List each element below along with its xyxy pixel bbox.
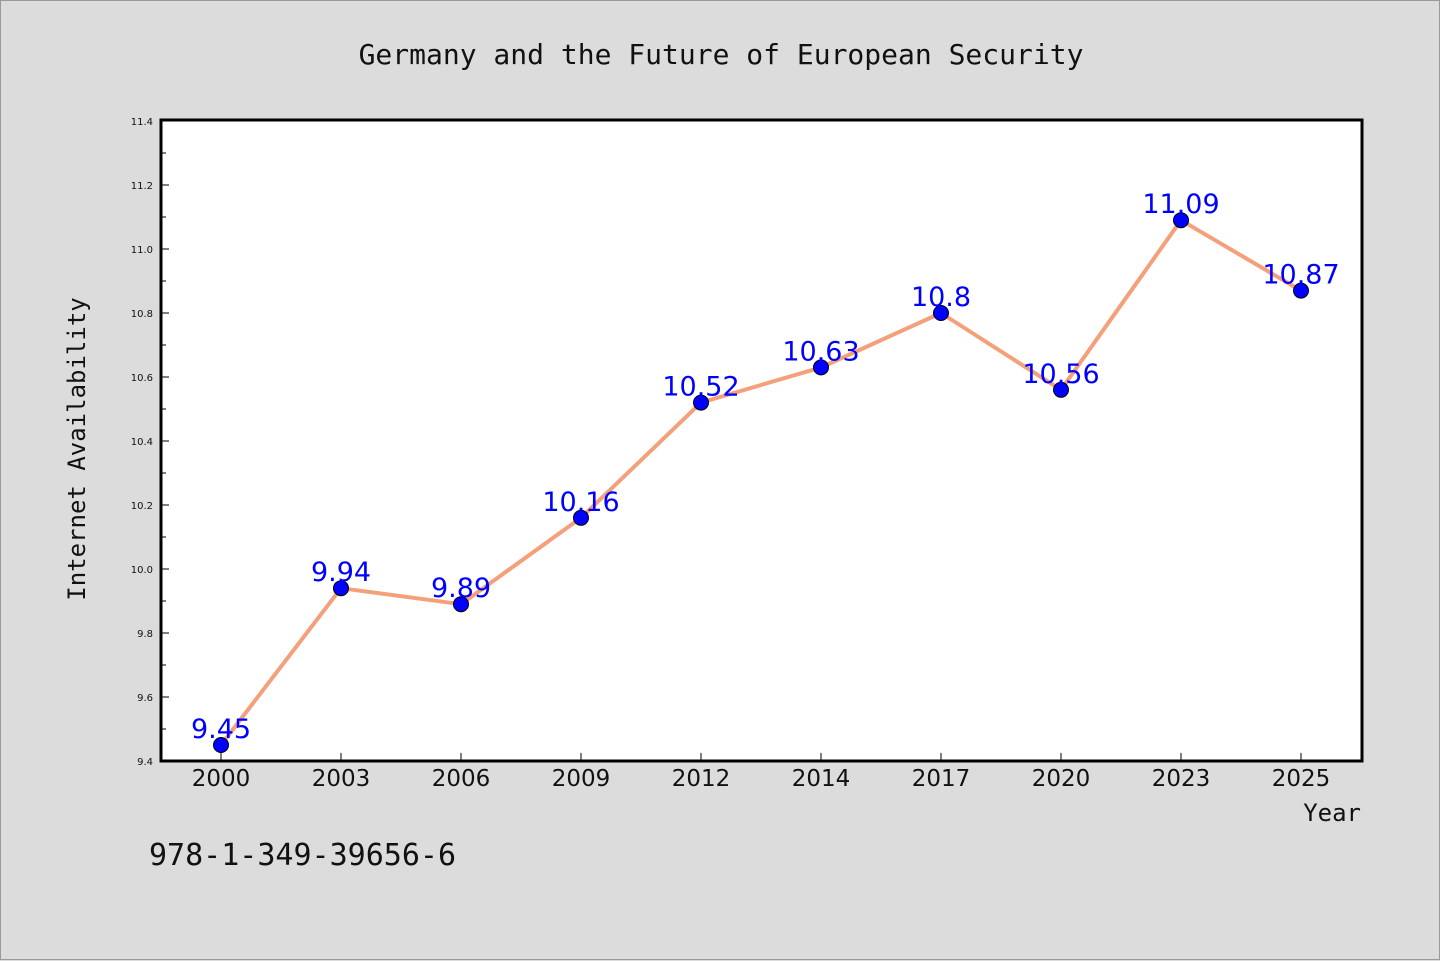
plot-area: [159, 118, 1364, 763]
data-label: 11.09: [1142, 189, 1219, 220]
data-label: 9.94: [311, 557, 371, 588]
data-point: [933, 305, 949, 321]
isbn-code: 978-1-349-39656-6: [149, 838, 456, 873]
series-line: [219, 218, 1303, 747]
data-point: [1293, 282, 1309, 299]
data-label: 10.52: [662, 372, 739, 403]
x-axis-label: Year: [1303, 799, 1361, 827]
data-label: 9.89: [431, 573, 491, 604]
data-point: [813, 359, 829, 376]
y-tick-label: 10.8: [131, 309, 153, 320]
x-tick-label: 2023: [1152, 766, 1211, 792]
data-point: [1173, 212, 1189, 229]
x-axis: 2000 2003 2006 2009 2012 2014 2017 2020 2023 2025: [192, 753, 1331, 792]
data-point: [453, 596, 469, 613]
y-tick-label: 11.4: [131, 117, 153, 128]
data-label: 9.45: [191, 714, 251, 745]
y-tick-label: 9.8: [137, 629, 153, 640]
x-tick-label: 2017: [912, 766, 971, 792]
y-tick-label: 9.4: [137, 757, 153, 768]
x-tick-label: 2020: [1032, 766, 1091, 792]
data-point: [1053, 381, 1069, 398]
y-tick-label: 10.4: [131, 437, 153, 448]
y-axis: 9.4 9.6 9.8 10.0 10.2 10.4 10.6 10.8 11.0 11.2 11.…: [131, 117, 169, 768]
data-label: 10.63: [782, 336, 859, 367]
data-point: [693, 394, 709, 411]
data-point: [333, 580, 349, 597]
x-tick-label: 2000: [192, 766, 251, 792]
x-tick-label: 2012: [672, 766, 731, 792]
data-label: 10.16: [542, 487, 619, 518]
y-tick-label: 11.0: [131, 245, 153, 256]
data-label: 10.8: [911, 282, 971, 313]
data-point: [573, 509, 589, 526]
y-tick-label: 9.6: [137, 693, 153, 704]
data-label: 10.56: [1022, 359, 1099, 390]
x-tick-label: 2006: [432, 766, 491, 792]
data-series: 9.45 9.94 9.89 10.16 10.52 10.63 10.8 10.56 11.0…: [191, 189, 1340, 753]
data-point: [213, 737, 229, 753]
y-tick-label: 10.0: [131, 565, 153, 576]
x-tick-label: 2025: [1272, 766, 1331, 792]
y-tick-label: 10.2: [131, 501, 153, 512]
data-label: 10.87: [1262, 260, 1339, 291]
chart-title: Germany and the Future of European Secur…: [359, 38, 1084, 71]
x-tick-label: 2014: [792, 766, 851, 792]
x-tick-label: 2009: [552, 766, 611, 792]
y-tick-label: 10.6: [131, 373, 153, 384]
y-axis-label: Internet Availability: [63, 297, 91, 600]
y-tick-label: 11.2: [131, 181, 153, 192]
x-tick-label: 2003: [312, 766, 371, 792]
